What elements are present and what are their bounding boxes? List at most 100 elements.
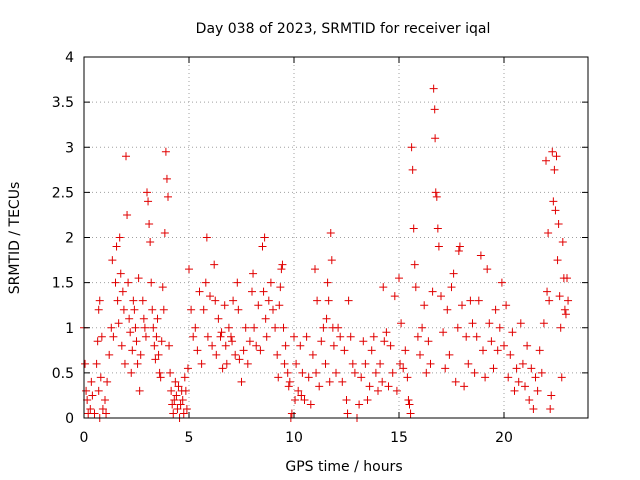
data-point (116, 269, 125, 278)
data-point (283, 368, 292, 377)
data-point (202, 233, 211, 242)
y-tick-label: 0.5 (52, 366, 74, 382)
data-point (395, 274, 403, 283)
data-point (497, 278, 506, 287)
data-point (285, 377, 294, 386)
data-point (291, 395, 300, 404)
data-point (164, 192, 172, 201)
data-point (327, 256, 336, 265)
data-point (224, 323, 233, 332)
data-point (296, 341, 305, 350)
data-point (250, 323, 259, 332)
data-point (94, 305, 103, 314)
data-point (157, 337, 166, 346)
data-point (284, 382, 293, 391)
data-point (312, 368, 321, 377)
data-point (154, 350, 163, 359)
data-point (338, 377, 347, 386)
data-point (551, 206, 560, 215)
data-point (172, 391, 181, 400)
data-point (361, 359, 370, 368)
data-point (167, 386, 176, 395)
data-point (479, 346, 487, 355)
data-point (420, 301, 429, 310)
data-point (437, 292, 445, 301)
data-point (185, 265, 193, 274)
data-point (195, 287, 204, 296)
data-point (138, 296, 147, 305)
data-point (187, 305, 196, 314)
data-point (357, 373, 366, 382)
data-point (516, 319, 525, 328)
data-point (466, 296, 475, 305)
data-point (129, 296, 138, 305)
data-point (168, 400, 177, 409)
data-point (141, 332, 150, 341)
data-point (514, 377, 523, 386)
data-point (241, 323, 250, 332)
data-point (254, 301, 263, 310)
data-point (140, 323, 149, 332)
data-point (367, 346, 376, 355)
data-point (533, 386, 542, 395)
data-point (474, 296, 483, 305)
data-point (274, 373, 283, 382)
data-point (542, 156, 550, 165)
data-point (454, 247, 463, 256)
data-point (434, 242, 443, 251)
data-point (549, 197, 558, 206)
data-point (216, 332, 225, 341)
data-point (401, 346, 410, 355)
data-point (233, 278, 242, 287)
data-point (556, 323, 565, 332)
data-point (278, 260, 287, 269)
data-point (160, 228, 169, 237)
data-point (148, 305, 157, 314)
data-point (298, 368, 307, 377)
data-point (535, 346, 544, 355)
data-point (468, 319, 477, 328)
data-point (431, 134, 440, 143)
data-point (460, 382, 469, 391)
data-point (113, 296, 122, 305)
data-point (146, 238, 155, 247)
data-point (256, 346, 265, 355)
data-point (170, 395, 179, 404)
data-point (235, 355, 244, 364)
data-point (189, 332, 198, 341)
y-tick-label: 1 (65, 321, 74, 337)
data-point (105, 350, 114, 359)
data-point (340, 346, 349, 355)
data-point (410, 260, 419, 269)
data-point (158, 283, 167, 292)
data-point (277, 265, 286, 274)
data-point (445, 350, 454, 359)
data-point (155, 368, 164, 377)
data-point (130, 305, 139, 314)
data-point (126, 328, 135, 337)
data-point (88, 391, 97, 400)
data-point (262, 332, 271, 341)
data-point (365, 382, 374, 391)
data-point (302, 332, 311, 341)
data-point (220, 301, 229, 310)
y-tick-label: 1.5 (52, 276, 74, 292)
data-point (371, 368, 380, 377)
data-point (531, 373, 540, 382)
x-tick-label: 5 (185, 430, 194, 446)
y-axis-label: SRMTID / TECUs (7, 182, 23, 295)
y-tick-label: 0 (65, 411, 74, 427)
data-point (407, 143, 416, 152)
data-point (334, 323, 343, 332)
data-point (506, 350, 515, 359)
data-point (350, 368, 359, 377)
data-point (156, 373, 165, 382)
grid-lines (84, 57, 588, 418)
data-point (495, 323, 504, 332)
data-point (322, 314, 331, 323)
data-point (115, 233, 124, 242)
data-point (431, 188, 440, 197)
data-point (429, 84, 438, 93)
data-point (203, 332, 212, 341)
data-point (348, 359, 357, 368)
